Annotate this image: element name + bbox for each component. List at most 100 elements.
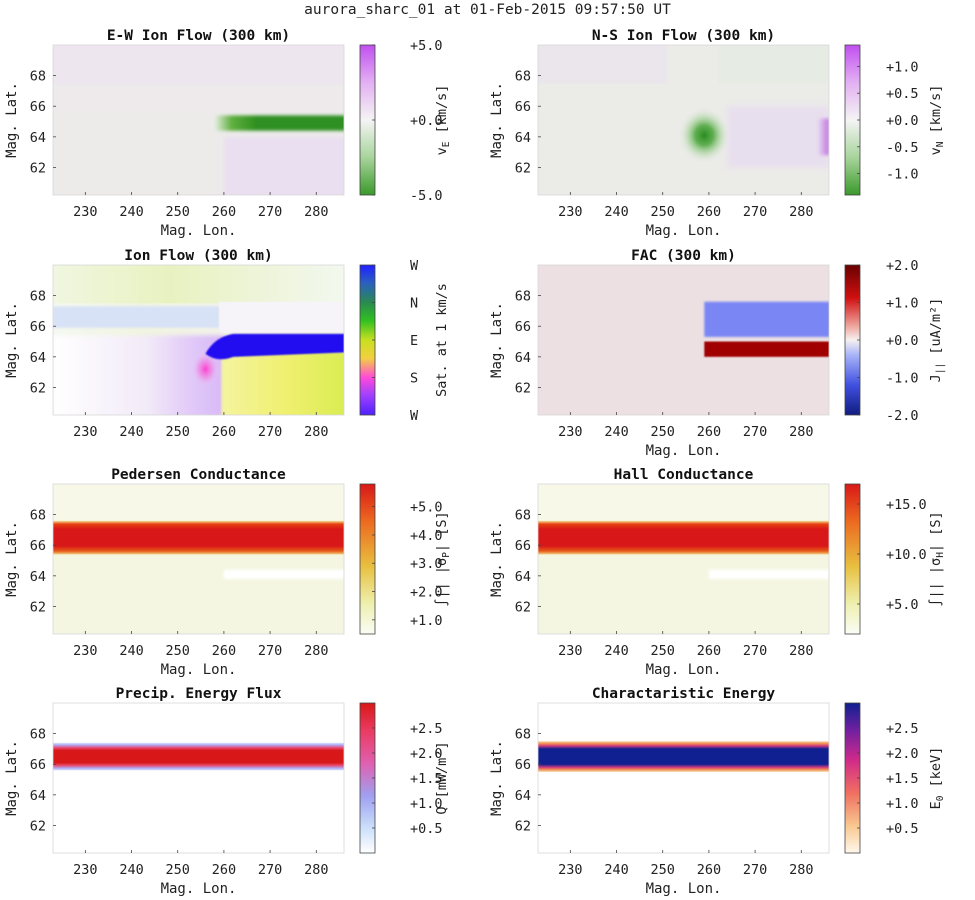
y-tick-label: 66 [515,757,531,773]
colorbar-tick-label: +1.0 [886,796,919,812]
x-tick-label: 270 [258,643,282,659]
x-tick-label: 240 [604,204,628,220]
colorbar-tick-label: +0.0 [410,113,443,129]
y-tick-label: 62 [30,599,46,615]
colorbar-tick-label: +3.0 [410,556,443,572]
colorbar-tick-label: +15.0 [886,497,927,513]
x-tick-label: 280 [304,204,328,220]
y-tick-label: 66 [30,99,46,115]
axes-frame [52,483,345,635]
x-axis-label: Mag. Lon. [646,881,722,897]
axes-frame [537,483,830,635]
colorbar-tick-label: E [410,333,418,349]
region-south [53,554,344,634]
colorbar-tick-label: +1.5 [886,771,919,787]
feature-magenta-spot [191,351,220,388]
region-north [53,265,344,304]
y-axis-label: Mag. Lat. [489,521,505,597]
y-tick-label: 62 [30,160,46,176]
y-tick-label: 66 [30,319,46,335]
colorbar-precip-energy-flux: +2.5 +2.0 +1.5 +1.0 +0.5 Q [mW/m²] [359,702,450,854]
colorbar-tick-label: S [410,371,418,387]
x-axis-label: Mag. Lon. [646,662,722,678]
x-tick-label: 280 [304,862,328,878]
colorbar-tick-label: W [410,408,419,424]
x-tick-label: 260 [212,204,236,220]
x-tick-label: 280 [789,862,813,878]
x-axis-label: Mag. Lon. [646,223,722,239]
colorbar-tick-label: -5.0 [410,188,443,204]
region-mid-east [219,301,344,333]
y-tick-label: 64 [515,788,531,804]
feature-precip-band [53,742,344,771]
colorbar-tick-label: +5.0 [886,597,919,613]
panel-characteristic-energy: Charactaristic Energy 230 240 250 260 270 280 M… [489,686,946,897]
panel-ns-ion-flow: N-S Ion Flow (300 km) 230 240 250 260 270 280 M… [489,28,946,239]
colorbar-tick-label: +1.0 [886,59,919,75]
feature-conductance-notch [223,569,344,579]
x-tick-label: 240 [604,643,628,659]
colorbar-tick-label: -2.0 [886,408,919,424]
colorbar-tick-label: +5.0 [410,38,443,54]
colorbar-tick-label: +2.0 [886,258,919,274]
y-tick-label: 64 [30,569,46,585]
heatmap-characteristic-energy [538,703,829,853]
panel-title: Ion Flow (300 km) [124,248,272,264]
colorbar-tick-label: W [410,258,419,274]
x-tick-label: 270 [743,204,767,220]
feature-westward-band [205,333,344,360]
feature-ew-flow-band [214,115,344,131]
y-tick-label: 68 [515,727,531,743]
x-tick-label: 250 [651,204,675,220]
y-tick-label: 68 [30,508,46,524]
colorbar-tick-label: +2.0 [886,746,919,762]
x-axis-label: Mag. Lon. [161,223,237,239]
panel-title: FAC (300 km) [631,248,736,264]
x-tick-label: 240 [119,862,143,878]
y-axis-label: Mag. Lat. [4,521,20,597]
heatmap-pedersen [53,484,344,634]
colorbar-fac: +2.0 +1.0 +0.0 -1.0 -2.0 J|| [uA/m²] [844,258,946,424]
colorbar-label: Sat. at 1 km/s [434,283,450,397]
x-tick-label: 230 [73,643,97,659]
panel-title: Charactaristic Energy [592,686,776,702]
x-tick-label: 270 [258,862,282,878]
feature-conductance-band [53,520,344,555]
colorbar-label: vN [km/s] [928,85,946,156]
panel-title: N-S Ion Flow (300 km) [592,28,775,44]
colorbar-pedersen: +5.0 +4.0 +3.0 +2.0 +1.0 ∫|| |σP| [S] [359,483,452,635]
panel-title: E-W Ion Flow (300 km) [107,28,290,44]
colorbar-label: Q [mW/m²] [434,741,450,814]
colorbar-label: vE [km/s] [434,85,452,156]
panel-title: Hall Conductance [614,467,754,483]
x-tick-label: 250 [651,424,675,440]
x-tick-label: 230 [558,862,582,878]
x-axis-label: Mag. Lon. [161,881,237,897]
heatmap-ew-ion-flow [53,45,344,195]
heatmap-background [538,703,829,853]
x-tick-label: 230 [73,862,97,878]
y-tick-label: 62 [515,599,531,615]
y-tick-label: 68 [30,69,46,85]
colorbar-tick-label: +1.0 [410,796,443,812]
colorbar-gradient [844,483,861,635]
colorbar-tick-label: +1.5 [410,771,443,787]
y-tick-label: 66 [30,538,46,554]
colorbar-tick-label: +0.0 [886,333,919,349]
panel-title: Pedersen Conductance [111,467,286,483]
region-mid [53,87,344,113]
y-tick-label: 68 [30,289,46,305]
axes-frame [52,264,345,416]
colorbar-tick-label: N [410,296,418,312]
x-tick-label: 260 [697,643,721,659]
heatmap-precip-energy-flux [53,703,344,853]
x-axis-label: Mag. Lon. [161,662,237,678]
y-tick-label: 62 [515,380,531,396]
colorbar-label: E0 [keV] [928,747,946,810]
y-tick-label: 62 [30,818,46,834]
feature-downward-fac [704,341,829,357]
heatmap-ion-flow [53,265,344,415]
colorbar-tick-label: +1.0 [886,296,919,312]
y-tick-label: 68 [515,289,531,305]
y-tick-label: 66 [515,99,531,115]
